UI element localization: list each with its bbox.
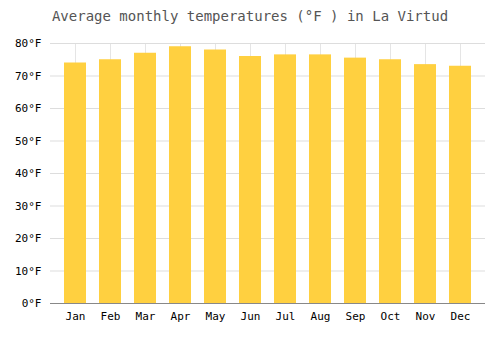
svg-text:70°F: 70°F xyxy=(15,70,42,83)
svg-text:20°F: 20°F xyxy=(15,232,42,245)
svg-text:Mar: Mar xyxy=(136,310,156,323)
svg-text:Aug: Aug xyxy=(311,310,331,323)
svg-text:50°F: 50°F xyxy=(15,135,42,148)
svg-text:Jan: Jan xyxy=(66,310,86,323)
svg-text:Nov: Nov xyxy=(416,310,436,323)
svg-text:May: May xyxy=(206,310,226,323)
html-text:Average monthly temperatures (: Average monthly temperatures (°F ) in La… xyxy=(51,8,449,24)
svg-text:Feb: Feb xyxy=(101,310,121,323)
svg-text:Dec: Dec xyxy=(451,310,471,323)
svg-text:10°F: 10°F xyxy=(15,265,42,278)
svg-text:80°F: 80°F xyxy=(15,37,42,50)
svg-text:Oct: Oct xyxy=(381,310,401,323)
svg-text:Jul: Jul xyxy=(276,310,296,323)
svg-text:30°F: 30°F xyxy=(15,200,42,213)
svg-text:Sep: Sep xyxy=(346,310,366,323)
svg-text:Jun: Jun xyxy=(241,310,261,323)
svg-text:0°F: 0°F xyxy=(22,297,42,310)
svg-text:60°F: 60°F xyxy=(15,102,42,115)
svg-text:Apr: Apr xyxy=(171,310,191,323)
svg-text:40°F: 40°F xyxy=(15,167,42,180)
